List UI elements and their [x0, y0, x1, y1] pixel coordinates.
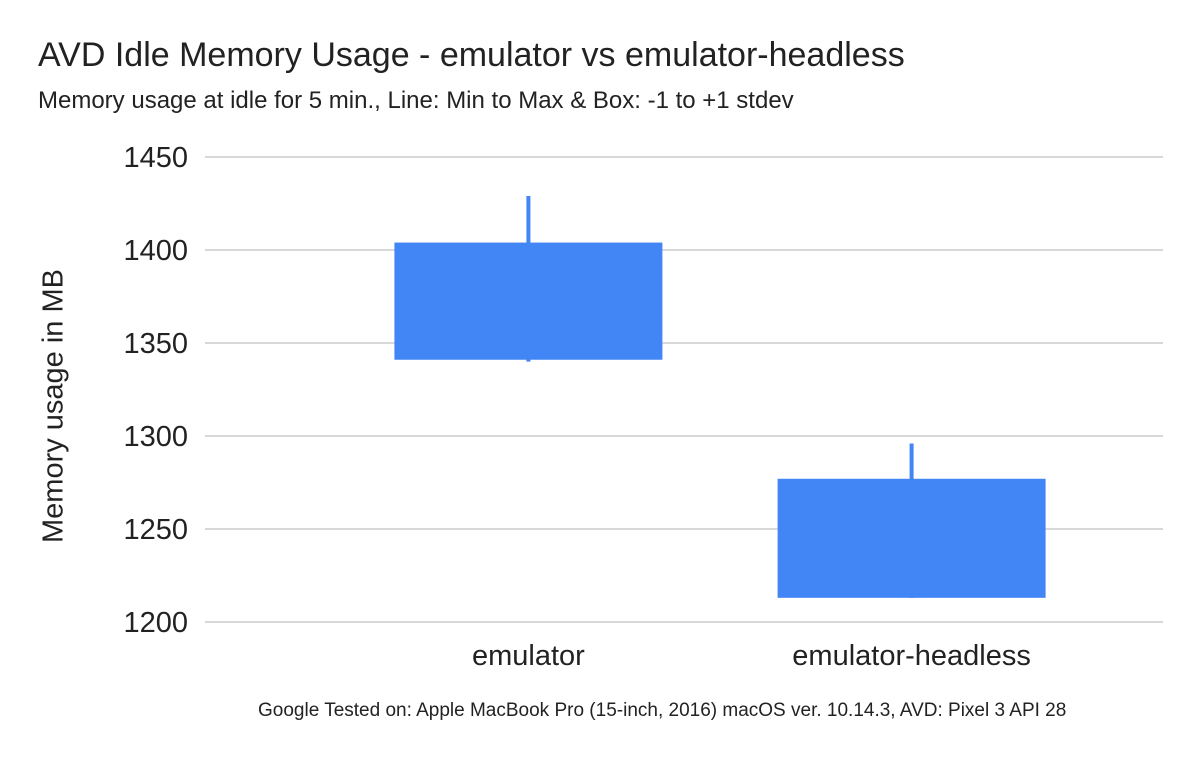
box-emulator-headless [777, 478, 1046, 598]
y-tick-label: 1350 [123, 328, 188, 360]
y-tick-label: 1250 [123, 514, 188, 546]
x-category-label: emulator [472, 640, 585, 672]
y-tick-label: 1400 [123, 235, 188, 267]
y-tick-label: 1200 [123, 607, 188, 639]
chart-subtitle: Memory usage at idle for 5 min., Line: M… [38, 87, 794, 114]
data-marks [394, 196, 1046, 598]
box-emulator [394, 242, 663, 360]
y-tick-label: 1300 [123, 421, 188, 453]
x-category-label: emulator-headless [792, 640, 1031, 672]
y-axis-ticks: 1200 1250 1300 1350 1400 1450 [123, 142, 188, 639]
chart-title: AVD Idle Memory Usage - emulator vs emul… [38, 36, 905, 74]
y-tick-label: 1450 [123, 142, 188, 174]
gridlines [205, 156, 1163, 623]
footnote: Google Tested on: Apple MacBook Pro (15-… [258, 700, 1067, 721]
x-axis-categories: emulator emulator-headless [472, 640, 1031, 672]
